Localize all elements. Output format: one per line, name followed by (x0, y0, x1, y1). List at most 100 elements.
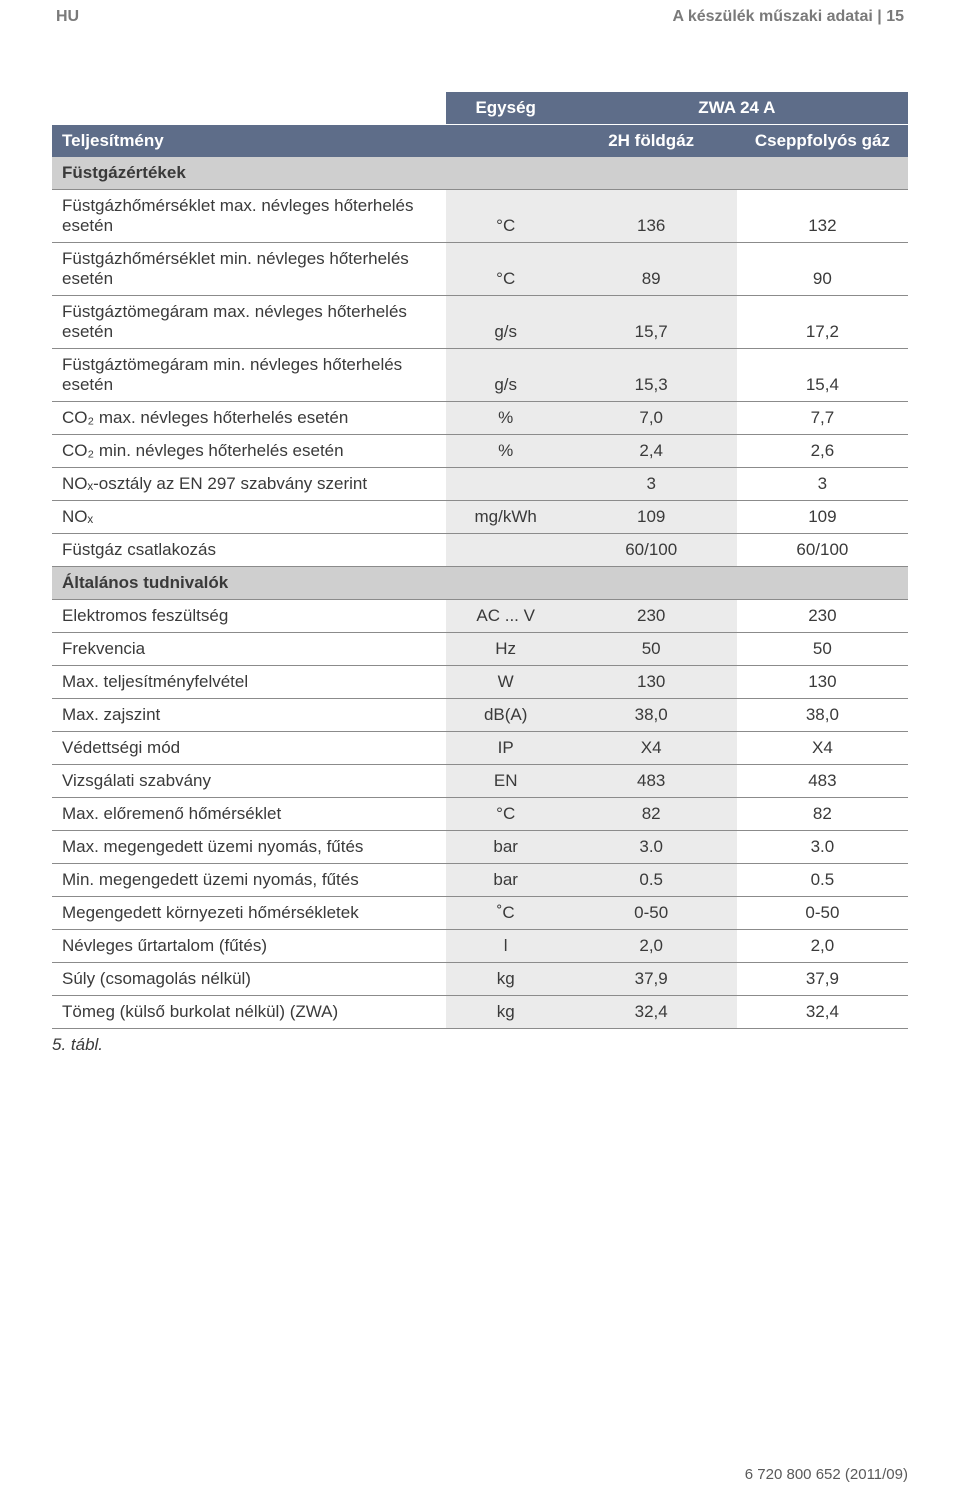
row-v1: 7,0 (566, 402, 737, 435)
row-label: NOₓ (52, 501, 446, 534)
row-v1: 15,3 (566, 349, 737, 402)
top-header-bar: HU A készülék műszaki adatai | 15 (52, 0, 908, 34)
row-unit: bar (446, 831, 566, 864)
table-caption: 5. tábl. (52, 1035, 908, 1055)
row-v1: 89 (566, 243, 737, 296)
row-unit: EN (446, 765, 566, 798)
row-label: Súly (csomagolás nélkül) (52, 963, 446, 996)
row-v1: 82 (566, 798, 737, 831)
row-v2: X4 (737, 732, 908, 765)
row-v2: 50 (737, 633, 908, 666)
row-label: Max. teljesítményfelvétel (52, 666, 446, 699)
page-footer: 6 720 800 652 (2011/09) (745, 1466, 908, 1483)
row-v1: 130 (566, 666, 737, 699)
row-v2: 32,4 (737, 996, 908, 1029)
section-heading: Füstgázértékek (52, 157, 908, 190)
row-v2: 17,2 (737, 296, 908, 349)
spec-table: Egység ZWA 24 A Teljesítmény 2H földgáz … (52, 92, 908, 1029)
row-unit: °C (446, 798, 566, 831)
row-v2: 132 (737, 190, 908, 243)
row-unit: dB(A) (446, 699, 566, 732)
row-v2: 7,7 (737, 402, 908, 435)
header-blank (52, 92, 446, 125)
table-body: Füstgázértékek Füstgázhőmérséklet max. n… (52, 157, 908, 1029)
row-unit: AC ... V (446, 600, 566, 633)
header-model: ZWA 24 A (566, 92, 908, 125)
row-v1: 483 (566, 765, 737, 798)
row-v2: 3 (737, 468, 908, 501)
row-unit: Hz (446, 633, 566, 666)
row-v1: 38,0 (566, 699, 737, 732)
row-v2: 15,4 (737, 349, 908, 402)
row-unit: % (446, 402, 566, 435)
row-v1: 50 (566, 633, 737, 666)
row-v1: 230 (566, 600, 737, 633)
page: HU A készülék műszaki adatai | 15 Egység… (0, 0, 960, 1505)
row-label: Névleges űrtartalom (fűtés) (52, 930, 446, 963)
row-label: Max. megengedett üzemi nyomás, fűtés (52, 831, 446, 864)
header-gas1: 2H földgáz (566, 125, 737, 158)
row-unit: g/s (446, 349, 566, 402)
row-v2: 3.0 (737, 831, 908, 864)
row-label: Füstgázhőmérséklet max. névleges hőterhe… (52, 190, 446, 243)
row-v2: 0-50 (737, 897, 908, 930)
row-unit: g/s (446, 296, 566, 349)
header-gas2: Cseppfolyós gáz (737, 125, 908, 158)
topbar-left: HU (56, 8, 79, 26)
row-v1: 0-50 (566, 897, 737, 930)
section-heading: Általános tudnivalók (52, 567, 908, 600)
row-v2: 60/100 (737, 534, 908, 567)
row-unit: kg (446, 963, 566, 996)
row-v2: 2,0 (737, 930, 908, 963)
row-unit: l (446, 930, 566, 963)
row-v1: 37,9 (566, 963, 737, 996)
row-v2: 0.5 (737, 864, 908, 897)
row-v1: 32,4 (566, 996, 737, 1029)
row-v1: 3 (566, 468, 737, 501)
row-label: Max. zajszint (52, 699, 446, 732)
row-unit: W (446, 666, 566, 699)
row-label: Védettségi mód (52, 732, 446, 765)
row-unit: °C (446, 190, 566, 243)
header-unit-blank (446, 125, 566, 158)
row-unit: ˚C (446, 897, 566, 930)
row-label: Megengedett környezeti hőmérsékletek (52, 897, 446, 930)
row-label: Füstgáz csatlakozás (52, 534, 446, 567)
row-label: Füstgáztömegáram max. névleges hőterhelé… (52, 296, 446, 349)
row-unit: mg/kWh (446, 501, 566, 534)
row-unit: % (446, 435, 566, 468)
row-unit: °C (446, 243, 566, 296)
row-v2: 2,6 (737, 435, 908, 468)
row-label: CO₂ max. névleges hőterhelés esetén (52, 402, 446, 435)
row-label: Max. előremenő hőmérséklet (52, 798, 446, 831)
row-label: Frekvencia (52, 633, 446, 666)
row-v1: 2,0 (566, 930, 737, 963)
row-v1: 2,4 (566, 435, 737, 468)
topbar-right: A készülék műszaki adatai | 15 (672, 8, 904, 26)
row-v2: 90 (737, 243, 908, 296)
row-unit (446, 534, 566, 567)
row-v2: 82 (737, 798, 908, 831)
row-label: NOₓ-osztály az EN 297 szabvány szerint (52, 468, 446, 501)
row-label: Füstgázhőmérséklet min. névleges hőterhe… (52, 243, 446, 296)
header-power-label: Teljesítmény (52, 125, 446, 158)
row-v1: 0.5 (566, 864, 737, 897)
row-v2: 230 (737, 600, 908, 633)
row-v2: 483 (737, 765, 908, 798)
row-v1: 15,7 (566, 296, 737, 349)
row-label: Füstgáztömegáram min. névleges hőterhelé… (52, 349, 446, 402)
row-v2: 130 (737, 666, 908, 699)
row-unit: kg (446, 996, 566, 1029)
row-label: Vizsgálati szabvány (52, 765, 446, 798)
header-unit: Egység (446, 92, 566, 125)
row-unit: IP (446, 732, 566, 765)
row-v2: 109 (737, 501, 908, 534)
row-label: Tömeg (külső burkolat nélkül) (ZWA) (52, 996, 446, 1029)
row-unit (446, 468, 566, 501)
row-v1: 60/100 (566, 534, 737, 567)
row-label: Elektromos feszültség (52, 600, 446, 633)
row-v2: 38,0 (737, 699, 908, 732)
row-label: Min. megengedett üzemi nyomás, fűtés (52, 864, 446, 897)
row-unit: bar (446, 864, 566, 897)
row-v1: X4 (566, 732, 737, 765)
